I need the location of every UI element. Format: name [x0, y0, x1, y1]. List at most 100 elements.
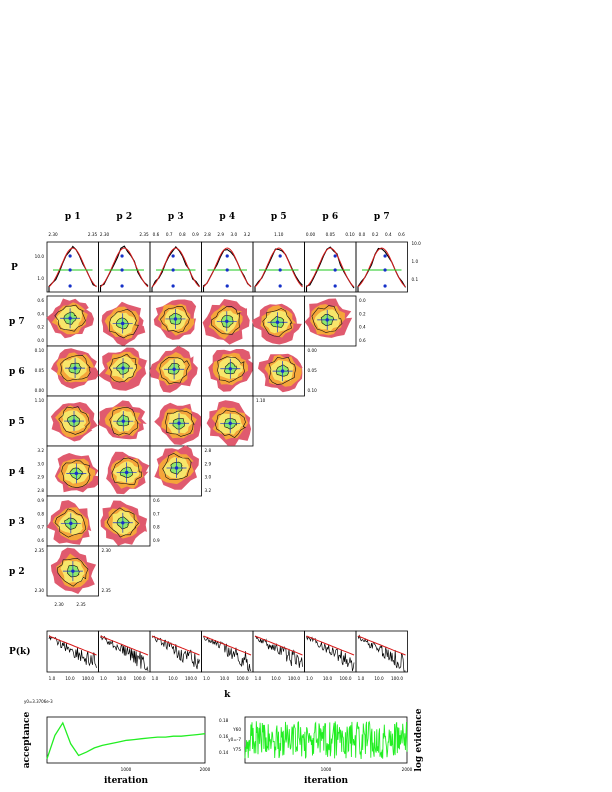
- pk-tick-label: 1.0: [203, 676, 210, 681]
- pk-tick-label: 10.0: [65, 676, 75, 681]
- contour-95: [159, 356, 190, 385]
- pk-tick-label: 1.0: [152, 676, 159, 681]
- top-tick-label: 3.2: [244, 232, 251, 237]
- diag-tick-label: 0.8: [153, 525, 160, 530]
- top-tick-label: 0.7: [166, 232, 173, 237]
- contour-95: [106, 507, 140, 538]
- evidence-xtick: 2000: [402, 767, 413, 772]
- contour-95: [57, 558, 89, 587]
- top-tick-label: 2.30: [100, 232, 110, 237]
- evidence-xlabel: iteration: [304, 776, 348, 786]
- left-tick-label: 0.6: [37, 298, 44, 303]
- row-label-P: P: [11, 263, 18, 273]
- left-tick-label: 3.2: [37, 448, 44, 453]
- pk-data-line: [48, 634, 97, 668]
- evidence-ylabel: log evidence: [414, 708, 424, 771]
- fit-curve: [254, 247, 303, 288]
- column-label-1: p 1: [65, 212, 81, 222]
- marker-point: [383, 254, 387, 258]
- pk-tick-label: 100.0: [82, 676, 94, 681]
- pk-data-line: [357, 634, 406, 672]
- pk-tick-label: 10.0: [374, 676, 384, 681]
- top-tick-label: 0.6: [153, 232, 160, 237]
- contour-95: [109, 308, 139, 339]
- right-tick-label: 0.1: [412, 277, 419, 282]
- pk-tick-label: 10.0: [323, 676, 333, 681]
- diag-tick-label: 2.35: [102, 588, 112, 593]
- marker-point: [278, 268, 282, 272]
- pk-tick-label: 10.0: [168, 676, 178, 681]
- diag-tick-label: 0.6: [359, 338, 366, 343]
- pk-panel: [252, 630, 305, 673]
- left-tick-label: 3.0: [37, 461, 44, 466]
- acceptance-ytick: 0.14: [219, 750, 229, 755]
- marker-point: [68, 284, 72, 288]
- diag-tick-label: 0.10: [308, 388, 318, 393]
- contour-95: [162, 452, 192, 480]
- top-tick-label: 0.00: [306, 232, 316, 237]
- diag-tick-label: 0.4: [359, 325, 366, 330]
- column-label-6: p 6: [322, 212, 338, 222]
- pk-tick-label: 100.0: [340, 676, 352, 681]
- acceptance-xlabel: iteration: [104, 776, 148, 786]
- best-fit-point: [228, 367, 232, 371]
- best-fit-point: [172, 367, 176, 371]
- best-fit-point: [124, 470, 129, 475]
- top-tick-label: 0.4: [385, 232, 392, 237]
- row-label-p2: p 2: [9, 567, 25, 577]
- best-fit-point: [121, 521, 125, 525]
- left-tick-label: 0.00: [35, 388, 45, 393]
- fit-curve: [306, 247, 355, 288]
- pk-tick-label: 100.0: [237, 676, 249, 681]
- row-label-p6: p 6: [9, 367, 25, 377]
- contour-95: [111, 457, 142, 485]
- row-label-p4: p 4: [9, 467, 25, 477]
- pk-fit-line: [203, 635, 252, 656]
- column-label-4: p 4: [219, 212, 235, 222]
- marginal-panel: [355, 241, 408, 293]
- contour-95: [108, 353, 137, 383]
- contour-95: [211, 306, 241, 335]
- diag-tick-label: 0.6: [153, 498, 160, 503]
- contour-95: [217, 356, 246, 383]
- top-tick-label: 1.10: [274, 232, 284, 237]
- pk-tick-label: 10.0: [220, 676, 230, 681]
- diag-tick-label: 0.00: [308, 348, 318, 353]
- best-fit-point: [73, 366, 77, 370]
- evidence-xtick: 1000: [321, 767, 332, 772]
- evidence-ytick: Y60: [232, 727, 241, 732]
- best-fit-point: [120, 321, 125, 326]
- best-fit-point: [74, 471, 79, 476]
- pk-tick-label: 100.0: [134, 676, 146, 681]
- marker-point: [225, 254, 229, 258]
- marker-point: [225, 284, 229, 288]
- top-tick-label: 0.6: [398, 232, 405, 237]
- pk-data-line: [254, 635, 303, 668]
- best-fit-point: [173, 317, 178, 321]
- pk-tick-label: 1.0: [255, 676, 262, 681]
- marker-point: [333, 284, 337, 288]
- pk-data-line: [152, 635, 200, 670]
- top-tick-label: 0.0: [359, 232, 366, 237]
- acceptance-trace: [46, 721, 206, 760]
- marker-point: [171, 254, 175, 258]
- best-fit-point: [225, 319, 229, 323]
- diag-tick-label: 0.0: [359, 298, 366, 303]
- marginal-panel: [46, 241, 99, 293]
- bottom-tick-label: 2.35: [76, 602, 86, 607]
- pk-panel: [355, 630, 408, 673]
- pk-fit-line: [254, 635, 303, 656]
- column-label-5: p 5: [271, 212, 287, 222]
- best-fit-point: [275, 320, 280, 324]
- contour-95: [165, 410, 195, 437]
- marker-point: [383, 284, 387, 288]
- contour-95: [61, 460, 91, 488]
- acceptance-xtick: 1000: [121, 767, 132, 772]
- fit-curve: [357, 247, 406, 288]
- left-tick-label: 2.35: [35, 548, 45, 553]
- contour-95: [262, 308, 293, 337]
- k-axis-label: k: [224, 690, 231, 700]
- top-tick-label: 0.9: [192, 232, 199, 237]
- left-tick-label: 0.6: [37, 538, 44, 543]
